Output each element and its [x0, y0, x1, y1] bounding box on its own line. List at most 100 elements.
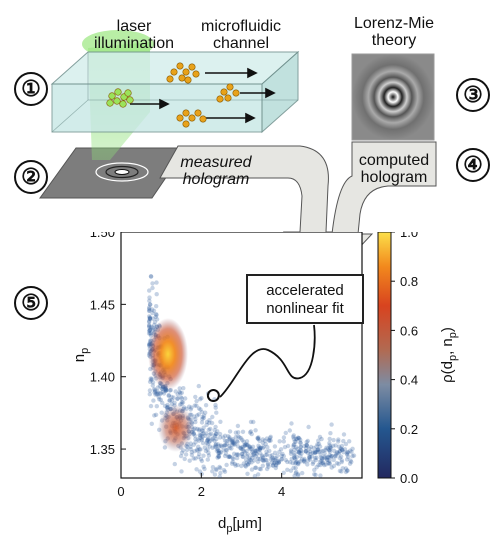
scatter-point: [249, 460, 254, 465]
scatter-point: [248, 429, 254, 434]
scatter-point: [213, 405, 218, 410]
scatter-density-chart: 1.35 1.40 1.45 1.50 0 2 4 0.0 0.2 0.4 0.6 0.8 1.0 n…: [71, 232, 459, 535]
scatter-point: [336, 439, 341, 444]
scatter-point: [212, 428, 217, 433]
scatter-point: [292, 439, 297, 444]
scatter-point: [197, 469, 203, 474]
scatter-point: [347, 461, 353, 466]
scatter-point: [194, 467, 199, 472]
scatter-point: [257, 447, 262, 452]
scatter-point: [250, 455, 255, 461]
scatter-point: [197, 447, 202, 452]
scatter-point: [249, 449, 255, 454]
scatter-point: [341, 450, 346, 455]
scatter-point: [293, 465, 298, 471]
scatter-point: [318, 473, 323, 478]
scatter-point: [296, 435, 301, 441]
colorbar-tick-label: 0.0: [400, 471, 418, 486]
scatter-point: [270, 463, 275, 468]
scatter-point: [320, 456, 325, 461]
scatter-point: [148, 302, 153, 307]
scatter-point: [329, 422, 334, 427]
scatter-point: [252, 473, 258, 478]
scatter-point: [177, 389, 182, 395]
particle-clusters: [106, 62, 240, 128]
scatter-point: [256, 472, 261, 477]
scatter-point: [178, 453, 184, 459]
scatter-point: [288, 460, 293, 465]
scatter-point: [263, 453, 268, 458]
scatter-point: [199, 409, 205, 415]
scatter-point: [212, 444, 218, 450]
scatter-point: [231, 456, 236, 462]
scatter-point: [270, 453, 275, 458]
scatter-point: [309, 454, 315, 459]
scatter-point: [338, 454, 344, 459]
scatter-point: [264, 436, 270, 441]
scatter-point: [331, 448, 337, 453]
scatter-point: [234, 452, 239, 457]
scatter-point: [247, 445, 252, 450]
scatter-point: [217, 431, 223, 437]
scatter-point: [253, 449, 258, 454]
scatter-point: [150, 383, 155, 388]
scatter-point: [243, 464, 248, 469]
scatter-point: [298, 454, 303, 459]
scatter-point: [251, 419, 256, 425]
scatter-point: [294, 436, 299, 442]
scatter-point: [193, 436, 198, 442]
scatter-point: [339, 447, 345, 453]
scatter-point: [256, 436, 261, 442]
scatter-point: [195, 447, 200, 452]
step-2-badge: ②: [14, 160, 48, 194]
scatter-point: [331, 457, 336, 463]
scatter-point: [230, 437, 236, 442]
scatter-point: [244, 442, 250, 448]
scatter-point: [147, 325, 152, 330]
scatter-point: [221, 448, 226, 453]
scatter-point: [270, 455, 275, 460]
scatter-point: [350, 453, 355, 459]
scatter-point: [178, 390, 183, 396]
scatter-point: [167, 398, 173, 403]
scatter-point: [245, 471, 250, 476]
scatter-point: [298, 459, 303, 464]
scatter-point: [321, 460, 326, 465]
scatter-point: [200, 414, 205, 420]
scatter-point: [149, 378, 154, 383]
scatter-point: [196, 412, 201, 417]
scatter-point: [201, 453, 206, 458]
scatter-point: [189, 450, 194, 455]
scatter-point: [316, 438, 321, 443]
scatter-point: [177, 386, 182, 391]
scatter-point: [326, 455, 331, 460]
scatter-point: [314, 455, 319, 460]
scatter-point: [308, 444, 314, 450]
scatter-point: [242, 450, 248, 455]
scatter-point: [260, 463, 265, 468]
scatter-point: [264, 466, 270, 472]
scatter-point: [275, 453, 280, 458]
colorbar-tick-label: 0.6: [400, 323, 418, 338]
scatter-point: [229, 440, 235, 445]
scatter-point: [312, 450, 318, 455]
scatter-point: [305, 462, 310, 467]
scatter-point: [187, 404, 192, 409]
scatter-point: [239, 451, 245, 457]
scatter-point: [250, 444, 256, 449]
computed-hologram-label: computed hologram: [358, 152, 430, 186]
scatter-point: [229, 461, 235, 466]
scatter-point: [224, 462, 229, 468]
scatter-point: [254, 448, 259, 454]
scatter-point: [199, 458, 205, 464]
scatter-point: [315, 447, 320, 452]
scatter-point: [147, 328, 152, 333]
scatter-point: [150, 281, 155, 286]
scatter-point: [336, 444, 342, 449]
scatter-point: [319, 460, 324, 466]
scatter-point: [289, 456, 294, 462]
scatter-point: [316, 462, 321, 468]
scatter-point: [207, 444, 212, 449]
scatter-point: [239, 463, 244, 469]
